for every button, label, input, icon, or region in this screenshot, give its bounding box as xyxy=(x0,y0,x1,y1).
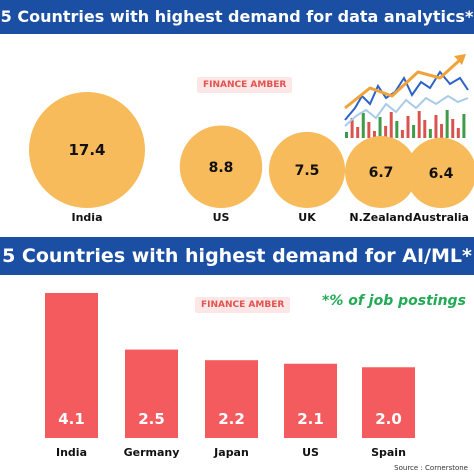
source-credit: Source : Cornerstone xyxy=(394,464,468,472)
bubble-value-label: 6.7 xyxy=(369,165,394,181)
trend-arrow-head xyxy=(454,54,466,65)
bar-value-label: 2.2 xyxy=(218,410,245,428)
candle xyxy=(372,131,376,138)
bubble xyxy=(405,137,474,208)
bottom-finance-amber-badge: FINANCE AMBER xyxy=(195,297,291,313)
candle xyxy=(356,127,360,138)
bar-value-label: 2.0 xyxy=(375,410,402,428)
bar-value-label: 2.1 xyxy=(297,410,324,428)
bubble xyxy=(29,92,145,208)
bubble xyxy=(179,125,263,208)
bubble-category-label: UK xyxy=(298,211,316,224)
candle xyxy=(445,110,449,138)
bar-value-label: 4.1 xyxy=(58,410,85,428)
candle xyxy=(456,128,460,138)
candle xyxy=(462,114,466,138)
bubble-value-label: 6.4 xyxy=(429,166,454,182)
bar xyxy=(45,293,98,438)
bar xyxy=(205,360,258,438)
bottom-chart-title: 5 Countries with highest demand for AI/M… xyxy=(0,237,474,275)
bubble xyxy=(345,136,417,208)
candle xyxy=(406,116,410,138)
bar xyxy=(284,363,337,438)
trend-line xyxy=(344,94,469,127)
candle xyxy=(350,118,354,138)
job-postings-note: *% of job postings xyxy=(322,293,466,309)
top-chart-title: 5 Countries with highest demand for data… xyxy=(0,0,474,34)
bar-category-label: Japan xyxy=(213,446,249,459)
bar-category-label: India xyxy=(56,446,87,459)
candle xyxy=(440,124,444,138)
candle xyxy=(428,129,432,138)
bubble-value-label: 7.5 xyxy=(295,163,320,179)
bar-value-label: 2.5 xyxy=(138,410,165,428)
candle xyxy=(367,122,371,138)
bubble-category-label: India xyxy=(72,211,103,224)
candle xyxy=(361,113,365,138)
bubble-category-label: N.Zealand xyxy=(349,211,412,224)
candle xyxy=(434,115,438,138)
candle xyxy=(417,111,421,138)
bubble-category-label: Australia xyxy=(413,211,469,224)
bar-category-label: Germany xyxy=(124,446,180,459)
candle xyxy=(378,117,382,138)
candle xyxy=(412,125,416,138)
candle xyxy=(384,126,388,138)
candle xyxy=(400,130,404,138)
bar xyxy=(125,349,178,438)
top-finance-amber-badge: FINANCE AMBER xyxy=(197,77,293,93)
bar xyxy=(362,367,415,438)
bubble-value-label: 8.8 xyxy=(209,160,234,176)
candle xyxy=(451,119,455,138)
candle xyxy=(395,121,399,138)
candle xyxy=(389,112,393,138)
bubble xyxy=(268,131,346,208)
candle xyxy=(423,120,427,138)
bubble-category-label: US xyxy=(213,211,230,224)
bar-category-label: US xyxy=(302,446,319,459)
trend-line xyxy=(344,70,469,121)
trend-arrow-line xyxy=(344,56,464,110)
candle xyxy=(345,132,348,138)
bubble-value-label: 17.4 xyxy=(68,141,105,159)
bar-category-label: Spain xyxy=(371,446,406,459)
